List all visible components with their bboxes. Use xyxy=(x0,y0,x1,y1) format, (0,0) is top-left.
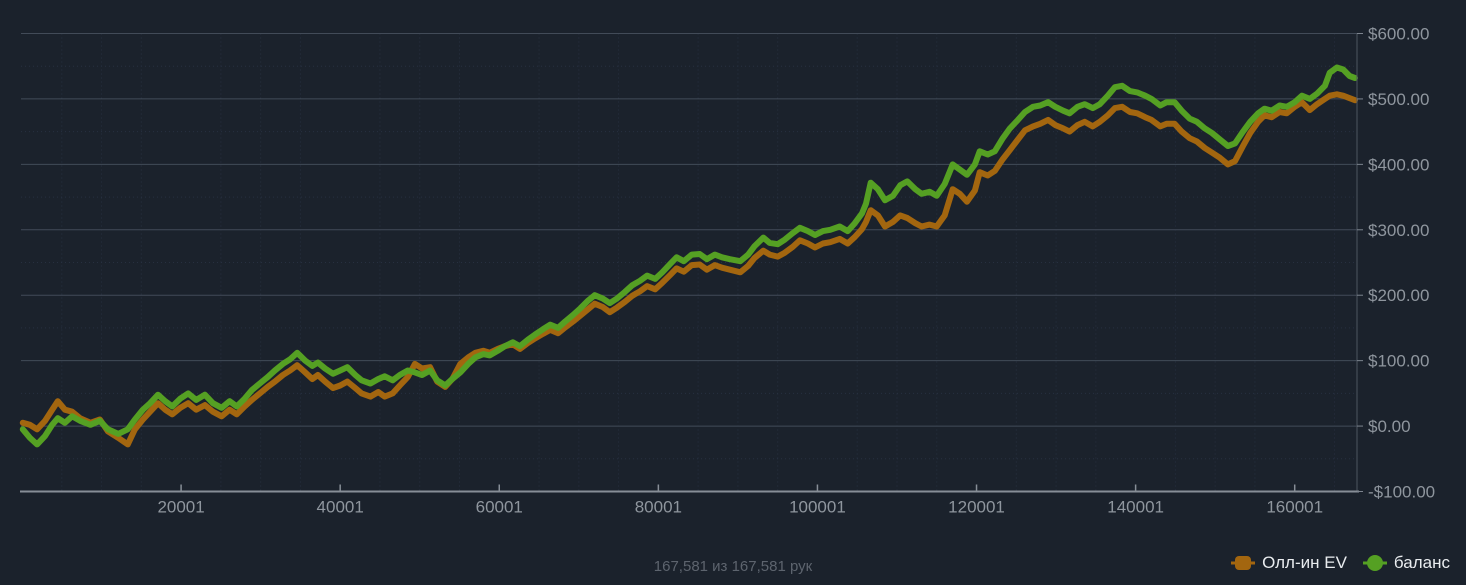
svg-text:$400.00: $400.00 xyxy=(1368,155,1429,174)
svg-text:$0.00: $0.00 xyxy=(1368,417,1411,436)
svg-text:60001: 60001 xyxy=(476,498,523,517)
svg-text:140001: 140001 xyxy=(1107,498,1164,517)
svg-text:$200.00: $200.00 xyxy=(1368,286,1429,305)
y-axis-labels: $600.00 $500.00 $400.00 $300.00 $200.00 $100.… xyxy=(1368,25,1435,502)
allin-ev-series-marker xyxy=(1231,556,1256,570)
svg-text:$100.00: $100.00 xyxy=(1368,352,1429,371)
chart-legend: Олл-ин EV баланс xyxy=(1231,553,1450,573)
svg-text:-$100.00: -$100.00 xyxy=(1368,483,1435,502)
svg-text:$600.00: $600.00 xyxy=(1368,25,1429,44)
legend-label-allin-ev: Олл-ин EV xyxy=(1262,553,1347,572)
svg-text:$500.00: $500.00 xyxy=(1368,90,1429,109)
svg-text:100001: 100001 xyxy=(789,498,846,517)
grid-minor xyxy=(21,33,1357,492)
balance-series-marker xyxy=(1362,555,1387,571)
axes xyxy=(20,33,1363,493)
svg-text:40001: 40001 xyxy=(317,498,364,517)
series-line-allin-ev xyxy=(19,91,1358,448)
legend-item-balance[interactable]: баланс xyxy=(1362,553,1450,573)
legend-label-balance: баланс xyxy=(1393,553,1450,572)
legend-item-allin-ev[interactable]: Олл-ин EV xyxy=(1231,553,1347,573)
series-line-balance xyxy=(19,64,1358,448)
svg-text:160001: 160001 xyxy=(1266,498,1323,517)
x-axis-labels: 20001 40001 60001 80001 100001 120001 140001 16… xyxy=(157,498,1323,517)
svg-text:$300.00: $300.00 xyxy=(1368,221,1429,240)
svg-text:80001: 80001 xyxy=(635,498,682,517)
svg-text:20001: 20001 xyxy=(157,498,204,517)
svg-text:120001: 120001 xyxy=(948,498,1005,517)
grid-major xyxy=(21,33,1357,427)
